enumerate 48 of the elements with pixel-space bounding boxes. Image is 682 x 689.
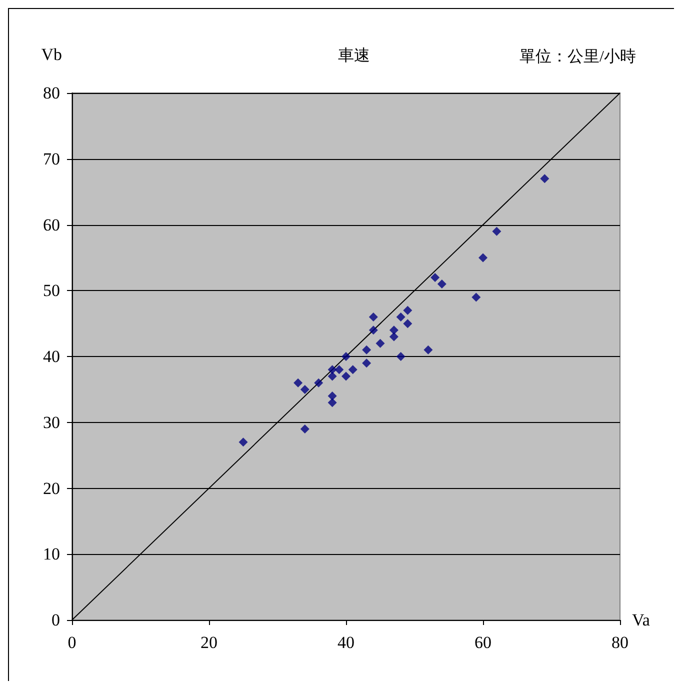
point bbox=[478, 253, 488, 262]
point bbox=[314, 378, 324, 388]
point bbox=[300, 384, 310, 394]
y-tick-label: 40 bbox=[43, 347, 60, 366]
point bbox=[396, 352, 406, 361]
point bbox=[342, 352, 350, 361]
point bbox=[294, 378, 303, 388]
point bbox=[396, 312, 406, 322]
y-tick-label: 20 bbox=[43, 478, 60, 498]
y-axis-title: Vb bbox=[41, 45, 62, 64]
point bbox=[389, 326, 398, 335]
point bbox=[300, 424, 310, 434]
chart-title: 車速 bbox=[338, 46, 370, 64]
point bbox=[328, 372, 337, 381]
y-tick-label: 60 bbox=[43, 215, 60, 234]
point bbox=[348, 365, 358, 374]
point bbox=[403, 306, 412, 315]
point bbox=[540, 174, 550, 184]
point bbox=[342, 372, 350, 381]
point bbox=[368, 312, 378, 322]
x-tick-label: 0 bbox=[68, 633, 76, 652]
y-tick-label: 30 bbox=[43, 412, 60, 432]
y-tick-label: 80 bbox=[43, 84, 60, 102]
x-tick-label: 80 bbox=[612, 633, 628, 652]
point bbox=[238, 438, 248, 447]
point bbox=[328, 398, 337, 408]
point bbox=[403, 319, 412, 328]
x-tick-label: 60 bbox=[474, 633, 492, 652]
point bbox=[376, 338, 385, 348]
point bbox=[492, 226, 502, 236]
y-tick-label: 50 bbox=[43, 281, 60, 300]
point bbox=[430, 272, 440, 282]
point bbox=[362, 345, 372, 354]
y-tick-label: 10 bbox=[43, 544, 60, 564]
x-tick-label: 40 bbox=[338, 633, 354, 652]
point bbox=[424, 345, 433, 354]
y-tick-label: 0 bbox=[52, 610, 60, 630]
point bbox=[328, 392, 337, 401]
point bbox=[334, 365, 344, 374]
point bbox=[368, 326, 378, 335]
point bbox=[362, 358, 372, 368]
x-axis-title: Va bbox=[632, 610, 650, 630]
point bbox=[437, 280, 446, 289]
text: 單位：公里/小時 bbox=[520, 48, 636, 66]
point bbox=[389, 332, 398, 342]
point bbox=[472, 292, 481, 302]
x-tick-label: 20 bbox=[200, 633, 218, 652]
y-tick-label: 70 bbox=[43, 149, 60, 168]
